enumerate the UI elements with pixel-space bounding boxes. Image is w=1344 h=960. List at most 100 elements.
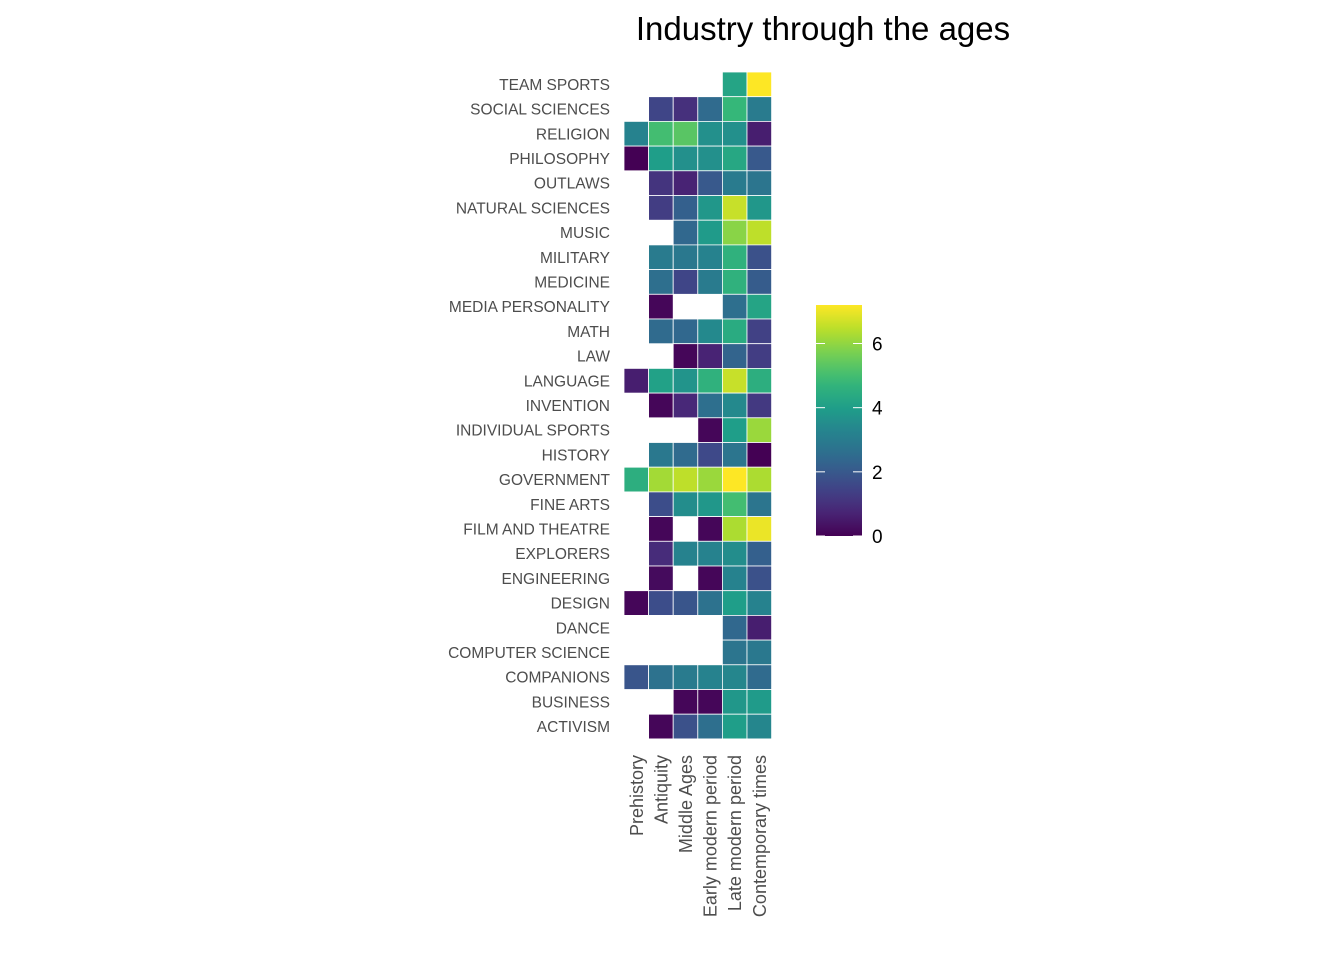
heatmap-cell bbox=[722, 442, 748, 468]
heatmap-cell bbox=[672, 466, 699, 493]
x-tick-label: Contemporary times bbox=[750, 755, 770, 917]
heatmap-cell bbox=[746, 195, 773, 221]
heatmap-cell bbox=[697, 664, 723, 690]
heatmap-cell bbox=[672, 664, 699, 690]
heatmap-cell bbox=[697, 565, 723, 592]
heatmap-cell bbox=[746, 219, 773, 246]
heatmap-cell bbox=[722, 343, 748, 369]
heatmap-cell bbox=[746, 639, 773, 666]
heatmap-cell bbox=[746, 540, 773, 567]
heatmap-cell bbox=[697, 466, 723, 493]
heatmap-cell bbox=[672, 121, 699, 147]
heatmap-cell bbox=[697, 145, 723, 172]
heatmap-cell bbox=[722, 318, 748, 345]
heatmap-cell bbox=[648, 516, 674, 542]
heatmap-cell bbox=[648, 367, 674, 394]
heatmap-cell bbox=[648, 170, 674, 196]
heatmap-cell bbox=[722, 466, 748, 493]
heatmap-cell bbox=[672, 540, 699, 567]
chart-title: Industry through the ages bbox=[636, 10, 1010, 47]
heatmap-cell bbox=[623, 367, 650, 394]
heatmap-cell bbox=[722, 392, 748, 419]
y-tick-label: MILITARY bbox=[540, 250, 610, 267]
heatmap-cell bbox=[623, 121, 650, 147]
heatmap-cell bbox=[672, 590, 699, 616]
heatmap-cell bbox=[648, 540, 674, 567]
heatmap-cell bbox=[746, 466, 773, 493]
heatmap-cell bbox=[648, 269, 674, 295]
heatmap-cell bbox=[746, 516, 773, 542]
heatmap-cell bbox=[648, 293, 674, 320]
heatmap-cell bbox=[697, 244, 723, 270]
heatmap-cell bbox=[722, 293, 748, 320]
heatmap-cell bbox=[697, 121, 723, 147]
heatmap-cell bbox=[746, 565, 773, 592]
heatmap-cell bbox=[672, 713, 699, 740]
heatmap-cell bbox=[623, 466, 650, 493]
y-tick-label: MATH bbox=[567, 324, 610, 341]
heatmap-cell bbox=[722, 170, 748, 196]
y-tick-label: NATURAL SCIENCES bbox=[456, 200, 610, 217]
heatmap-cells bbox=[623, 71, 773, 740]
y-tick-label: TEAM SPORTS bbox=[499, 77, 610, 94]
heatmap-cell bbox=[672, 244, 699, 270]
heatmap-cell bbox=[746, 713, 773, 740]
heatmap-cell bbox=[722, 219, 748, 246]
y-tick-label: HISTORY bbox=[542, 447, 610, 464]
heatmap-cell bbox=[648, 442, 674, 468]
heatmap-cell bbox=[672, 145, 699, 172]
heatmap-cell bbox=[672, 318, 699, 345]
heatmap-cell bbox=[722, 689, 748, 715]
heatmap-cell bbox=[648, 392, 674, 419]
colorbar-legend: 0 2 4 6 bbox=[816, 305, 883, 548]
colorbar-tick-label: 2 bbox=[872, 463, 883, 484]
heatmap-cell bbox=[648, 96, 674, 122]
y-tick-label: DESIGN bbox=[551, 596, 610, 613]
heatmap-cell bbox=[648, 121, 674, 147]
heatmap-cell bbox=[672, 343, 699, 369]
heatmap-cell bbox=[697, 442, 723, 468]
colorbar-gradient bbox=[816, 305, 862, 536]
heatmap-cell bbox=[672, 442, 699, 468]
y-tick-label: GOVERNMENT bbox=[499, 472, 611, 489]
heatmap-cell bbox=[697, 417, 723, 443]
y-tick-label: MEDIA PERSONALITY bbox=[449, 299, 610, 316]
heatmap-cell bbox=[672, 689, 699, 715]
heatmap-cell bbox=[722, 615, 748, 641]
y-tick-label: BUSINESS bbox=[532, 694, 610, 711]
heatmap-cell bbox=[697, 96, 723, 122]
heatmap-cell bbox=[722, 639, 748, 666]
y-tick-label: OUTLAWS bbox=[534, 176, 610, 193]
heatmap-cell bbox=[746, 121, 773, 147]
heatmap-cell bbox=[697, 491, 723, 517]
heatmap-cell bbox=[722, 367, 748, 394]
heatmap-cell bbox=[722, 590, 748, 616]
heatmap-cell bbox=[697, 392, 723, 419]
y-tick-label: INVENTION bbox=[526, 398, 610, 415]
x-tick-label: Antiquity bbox=[651, 755, 671, 824]
heatmap-cell bbox=[648, 145, 674, 172]
heatmap-cell bbox=[722, 417, 748, 443]
heatmap-cell bbox=[746, 590, 773, 616]
y-tick-label: ACTIVISM bbox=[537, 719, 610, 736]
heatmap-cell bbox=[672, 219, 699, 246]
y-tick-label: DANCE bbox=[556, 620, 610, 637]
x-axis-labels: Prehistory Antiquity Middle Ages Early mode… bbox=[627, 755, 770, 917]
heatmap-cell bbox=[746, 343, 773, 369]
heatmap-cell bbox=[697, 318, 723, 345]
y-tick-label: LANGUAGE bbox=[524, 373, 610, 390]
y-tick-label: MEDICINE bbox=[534, 274, 610, 291]
heatmap-cell bbox=[746, 689, 773, 715]
heatmap-cell bbox=[722, 516, 748, 542]
heatmap-cell bbox=[697, 343, 723, 369]
heatmap-cell bbox=[722, 664, 748, 690]
y-tick-label: ENGINEERING bbox=[501, 571, 610, 588]
heatmap-cell bbox=[672, 269, 699, 295]
y-tick-label: LAW bbox=[577, 349, 610, 366]
heatmap-cell bbox=[746, 442, 773, 468]
heatmap-cell bbox=[746, 318, 773, 345]
heatmap-cell bbox=[672, 195, 699, 221]
heatmap-cell bbox=[648, 195, 674, 221]
heatmap-cell bbox=[722, 713, 748, 740]
heatmap-cell bbox=[697, 516, 723, 542]
